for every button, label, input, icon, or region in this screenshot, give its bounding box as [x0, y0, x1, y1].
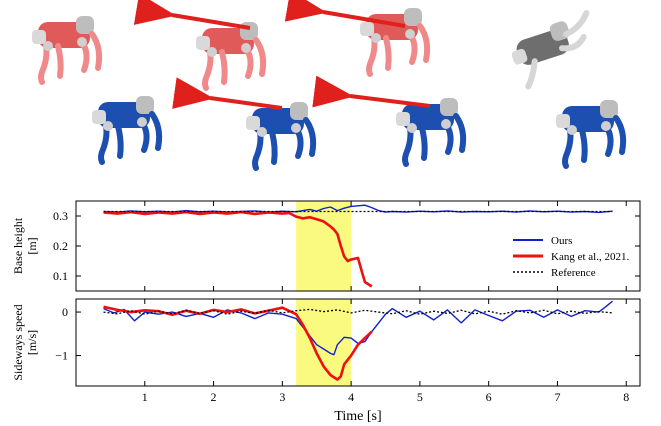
y-tick-label: 0.1 [53, 269, 68, 283]
y-axis-label-line-1: Sideways speed [11, 304, 25, 380]
x-tick-label: 7 [554, 390, 560, 404]
x-tick-label: 2 [211, 390, 217, 404]
robot-kang-frame-4 [506, 13, 602, 88]
y-tick-label: 0.2 [53, 239, 68, 253]
robot-ours-frame-4 [556, 100, 623, 166]
x-tick-label: 8 [623, 390, 629, 404]
legend-label-kang: Kang et al., 2021. [551, 251, 629, 263]
y-tick-labels: 0.1 0.2 0.3 [53, 209, 68, 283]
y-tick-label: −1 [55, 349, 68, 363]
robot-kang-frame-1 [32, 16, 99, 82]
robot-kang-frame-3 [360, 8, 427, 74]
legend-label-ours: Ours [551, 235, 572, 247]
x-tick-labels: 1 2 3 4 5 6 7 8 [142, 390, 629, 404]
legend: Ours Kang et al., 2021. Reference [513, 235, 629, 279]
robot-illustration [32, 0, 623, 168]
y-axis-label-line-1: Base height [11, 217, 25, 274]
y-tick-label: 0 [62, 305, 68, 319]
x-axis-label: Time [s] [334, 409, 381, 424]
robot-kang-frame-2 [196, 22, 263, 88]
base-height-chart: 0.1 0.2 0.3 Base height [m] Ours Kang et… [11, 200, 641, 292]
push-arrow-3 [172, 77, 283, 110]
x-tick-label: 3 [279, 390, 285, 404]
series-line-kang [103, 210, 373, 288]
push-arrow-2 [284, 0, 406, 28]
highlight-span [296, 201, 352, 291]
legend-label-reference: Reference [551, 267, 596, 279]
x-tick-label: 4 [348, 390, 354, 404]
y-axis-label-line-2: [m/s] [25, 330, 39, 355]
x-tick-label: 1 [142, 390, 148, 404]
robot-ours-frame-2 [246, 102, 313, 168]
series-line-reference [103, 308, 613, 315]
sideways-speed-chart: −1 0 1 2 3 4 5 6 7 8 Sideways speed [m/s… [11, 298, 641, 424]
plot-frame [75, 298, 641, 387]
y-axis-label-line-2: [m] [25, 237, 39, 254]
y-tick-label: 0.3 [53, 209, 68, 223]
x-tick-label: 6 [486, 390, 492, 404]
x-tick-label: 5 [417, 390, 423, 404]
push-arrow-1 [133, 0, 251, 30]
robot-ours-frame-1 [92, 96, 159, 162]
y-tick-labels: −1 0 [55, 305, 68, 363]
push-arrow-4 [312, 75, 431, 108]
